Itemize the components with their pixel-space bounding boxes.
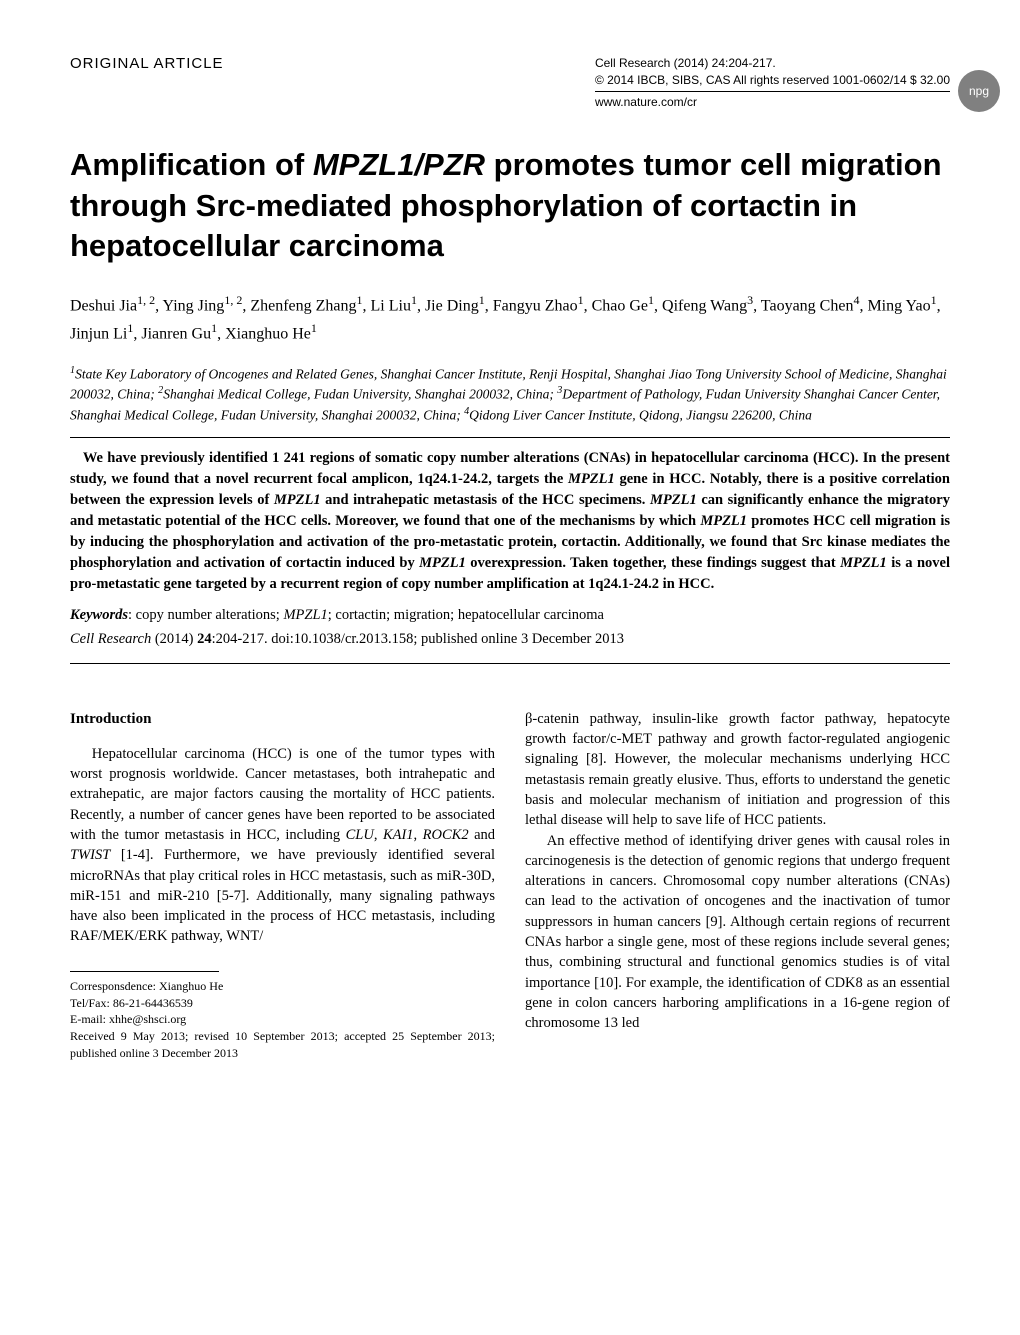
column-left: Introduction Hepatocellular carcinoma (H… [70, 709, 495, 1062]
body-columns: Introduction Hepatocellular carcinoma (H… [70, 709, 950, 1062]
divider-bottom [70, 663, 950, 664]
correspondence-name: Corresponsdence: Xianghuo He [70, 978, 495, 995]
intro-paragraph-1-cont: β-catenin pathway, insulin-like growth f… [525, 709, 950, 831]
journal-meta: Cell Research (2014) 24:204-217. © 2014 … [595, 55, 950, 110]
journal-line: Cell Research (2014) 24:204-217. [595, 55, 950, 72]
correspondence-block: Corresponsdence: Xianghuo He Tel/Fax: 86… [70, 978, 495, 1062]
column-right: β-catenin pathway, insulin-like growth f… [525, 709, 950, 1062]
correspondence-email: E-mail: xhhe@shsci.org [70, 1011, 495, 1028]
page-header: ORIGINAL ARTICLE Cell Research (2014) 24… [70, 55, 950, 110]
abstract-text: We have previously identified 1 241 regi… [70, 448, 950, 595]
affiliation-list: 1State Key Laboratory of Oncogenes and R… [70, 364, 950, 425]
citation-journal: Cell Research [70, 631, 151, 647]
keywords-label: Keywords [70, 607, 128, 623]
citation-line: Cell Research (2014) 24:204-217. doi:10.… [70, 629, 950, 649]
keywords-line: Keywords: copy number alterations; MPZL1… [70, 605, 950, 625]
section-heading-introduction: Introduction [70, 709, 495, 730]
keywords-text: copy number alterations; MPZL1; cortacti… [136, 607, 604, 623]
citation-details: (2014) 24:204-217. doi:10.1038/cr.2013.1… [155, 631, 624, 647]
article-type: ORIGINAL ARTICLE [70, 55, 224, 72]
keywords-colon: : [128, 607, 136, 623]
intro-paragraph-2: An effective method of identifying drive… [525, 831, 950, 1034]
correspondence-telfax: Tel/Fax: 86-21-64436539 [70, 995, 495, 1012]
divider-top [70, 437, 950, 438]
intro-paragraph-1: Hepatocellular carcinoma (HCC) is one of… [70, 744, 495, 947]
author-list: Deshui Jia1, 2, Ying Jing1, 2, Zhenfeng … [70, 291, 950, 346]
copyright-line: © 2014 IBCB, SIBS, CAS All rights reserv… [595, 72, 950, 89]
publisher-badge: npg [958, 70, 1000, 112]
footnote-divider [70, 971, 219, 972]
received-dates: Received 9 May 2013; revised 10 Septembe… [70, 1028, 495, 1062]
article-title: Amplification of MPZL1/PZR promotes tumo… [70, 145, 950, 266]
journal-url: www.nature.com/cr [595, 91, 950, 111]
